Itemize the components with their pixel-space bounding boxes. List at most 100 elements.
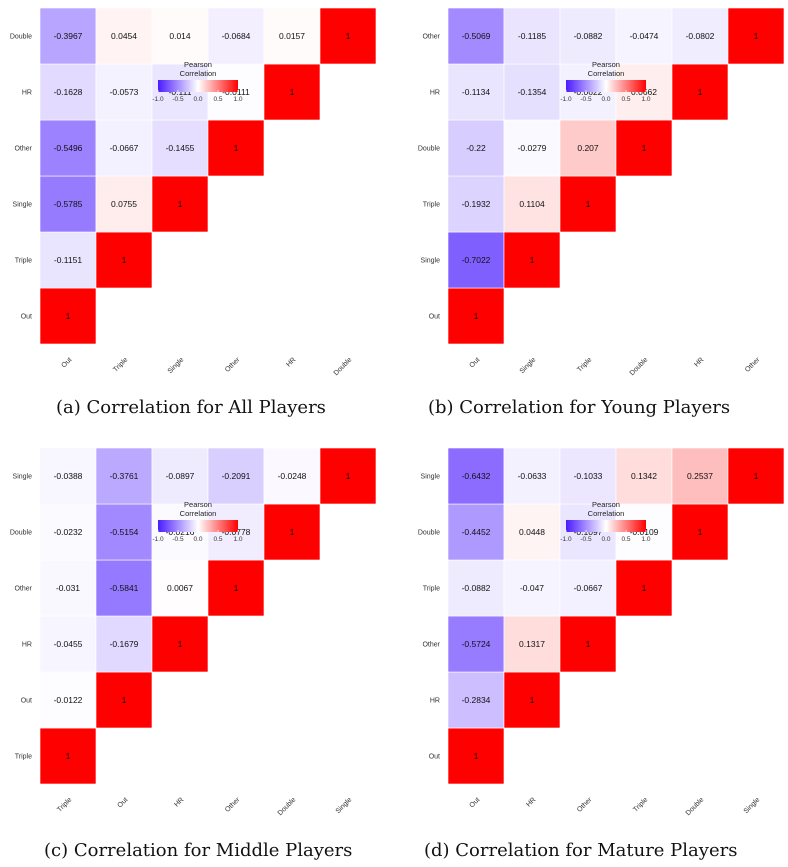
cell-value-label: 0.0157	[279, 31, 305, 41]
cell-value-label: -0.2091	[222, 471, 251, 481]
heatmap-cell	[615, 447, 673, 505]
y-tick-label: HR	[22, 90, 32, 97]
cell-value-label: 0.0067	[167, 583, 193, 593]
heatmap-cell	[207, 559, 265, 617]
heatmap-cell	[447, 7, 505, 65]
cell-value-label: -0.7022	[462, 255, 491, 265]
heatmap-cell	[447, 503, 505, 561]
x-tick-label: Double	[333, 356, 354, 377]
heatmap-cell	[95, 559, 153, 617]
heatmap-cell	[207, 119, 265, 177]
heatmap-cell	[727, 7, 785, 65]
heatmap-cell	[263, 63, 321, 121]
heatmap-cell	[39, 727, 97, 785]
heatmap-cell	[615, 119, 673, 177]
cell-value-label: -0.0279	[518, 143, 547, 153]
heatmap-cell	[151, 559, 209, 617]
legend-tick-label: 1.0	[233, 536, 242, 543]
heatmap-cell	[447, 175, 505, 233]
heatmap-panel-c: 1 -0.0122 1 -0.0455 -0.1679 1 -0.031 -0.5841 0.0…	[0, 440, 400, 830]
cell-value-label: 1	[122, 255, 127, 265]
x-tick-label: Out	[468, 356, 481, 369]
cell-value-label: -0.1033	[574, 471, 603, 481]
heatmap-cell	[447, 671, 505, 729]
cell-value-label: -0.0474	[630, 31, 659, 41]
cell-value-label: 1	[346, 471, 351, 481]
legend-tick-label: -0.5	[580, 96, 592, 103]
y-tick-label: Out	[21, 698, 32, 705]
cell-value-label: -0.5496	[54, 143, 83, 153]
heatmap-cell	[151, 615, 209, 673]
y-tick-label: Triple	[15, 754, 32, 761]
heatmap-cell	[559, 119, 617, 177]
legend-tick-label: 0.5	[621, 96, 630, 103]
heatmap-cell	[671, 447, 729, 505]
caption-d: (d) Correlation for Mature Players	[424, 840, 738, 861]
x-tick-label: Triple	[112, 356, 129, 373]
cell-value-label: 0.0448	[519, 527, 545, 537]
heatmap-a-svg: 1 -0.1151 1 -0.5785 0.0755 1 -0.5496 -0.0667 -0.…	[10, 7, 377, 377]
heatmap-cell	[39, 287, 97, 345]
cell-value-label: 1	[642, 143, 647, 153]
cell-value-label: -0.0633	[518, 471, 547, 481]
cell-value-label: -0.0667	[110, 143, 139, 153]
heatmap-cell	[503, 7, 561, 65]
y-tick-label: Single	[421, 258, 441, 265]
heatmap-panel-a: 1 -0.1151 1 -0.5785 0.0755 1 -0.5496 -0.0667 -0.…	[0, 0, 400, 390]
cell-value-label: -0.5154	[110, 527, 139, 537]
x-tick-label: Double	[685, 796, 706, 817]
heatmap-cell	[263, 503, 321, 561]
caption-b: (b) Correlation for Young Players	[428, 397, 731, 418]
heatmap-cell	[503, 447, 561, 505]
y-tick-label: Triple	[423, 202, 440, 209]
heatmap-cell	[263, 447, 321, 505]
cell-value-label: -0.0897	[166, 471, 195, 481]
cell-value-label: -0.031	[56, 583, 80, 593]
cell-value-label: -0.22	[466, 143, 486, 153]
heatmap-cell	[559, 615, 617, 673]
cell-value-label: 1	[586, 639, 591, 649]
x-tick-label: Out	[468, 796, 481, 809]
heatmap-cell	[39, 231, 97, 289]
x-tick-label: Out	[116, 796, 129, 809]
cell-value-label: -0.1628	[54, 87, 83, 97]
y-tick-label: Triple	[423, 586, 440, 593]
heatmap-cell	[447, 287, 505, 345]
heatmap-panel-d: 1 -0.2834 1 -0.5724 0.1317 1 -0.0882 -0.047 -0.0…	[408, 440, 788, 830]
y-tick-label: Double	[10, 34, 32, 41]
y-tick-label: Out	[429, 754, 440, 761]
heatmap-cell	[95, 63, 153, 121]
y-tick-label: Out	[429, 314, 440, 321]
legend-tick-label: 0.5	[213, 536, 222, 543]
cell-value-label: 1	[586, 199, 591, 209]
x-tick-label: HR	[525, 796, 537, 808]
heatmap-cell	[39, 119, 97, 177]
heatmap-cell	[615, 559, 673, 617]
legend-title-line1: Pearson	[592, 60, 620, 69]
x-tick-label: Single	[743, 796, 762, 815]
cell-value-label: 0.0755	[111, 199, 137, 209]
y-tick-label: Single	[13, 202, 33, 209]
heatmap-cell	[39, 7, 97, 65]
heatmap-cell	[39, 559, 97, 617]
y-tick-label: Double	[418, 146, 440, 153]
cell-value-label: -0.1185	[518, 31, 546, 41]
legend-colorbar	[158, 520, 238, 532]
x-tick-label: Single	[167, 356, 186, 375]
y-tick-label: Single	[13, 474, 33, 481]
legend-title-line2: Correlation	[180, 509, 217, 518]
heatmap-cell	[615, 7, 673, 65]
heatmap-panel-b: 1 -0.7022 1 -0.1932 0.1104 1 -0.22 -0.0279 0.207…	[408, 0, 788, 390]
cell-value-label: 1	[290, 87, 295, 97]
y-tick-label: Double	[10, 530, 32, 537]
heatmap-cell	[447, 615, 505, 673]
cell-value-label: 1	[698, 87, 703, 97]
heatmap-b-svg: 1 -0.7022 1 -0.1932 0.1104 1 -0.22 -0.0279 0.207…	[418, 7, 785, 377]
heatmap-cell	[95, 7, 153, 65]
heatmap-c-svg: 1 -0.0122 1 -0.0455 -0.1679 1 -0.031 -0.5841 0.0…	[10, 447, 377, 817]
heatmap-cell	[151, 119, 209, 177]
y-tick-label: Triple	[15, 258, 32, 265]
heatmap-cell	[447, 63, 505, 121]
cell-value-label: 1	[122, 695, 127, 705]
x-tick-label: HR	[173, 796, 185, 808]
